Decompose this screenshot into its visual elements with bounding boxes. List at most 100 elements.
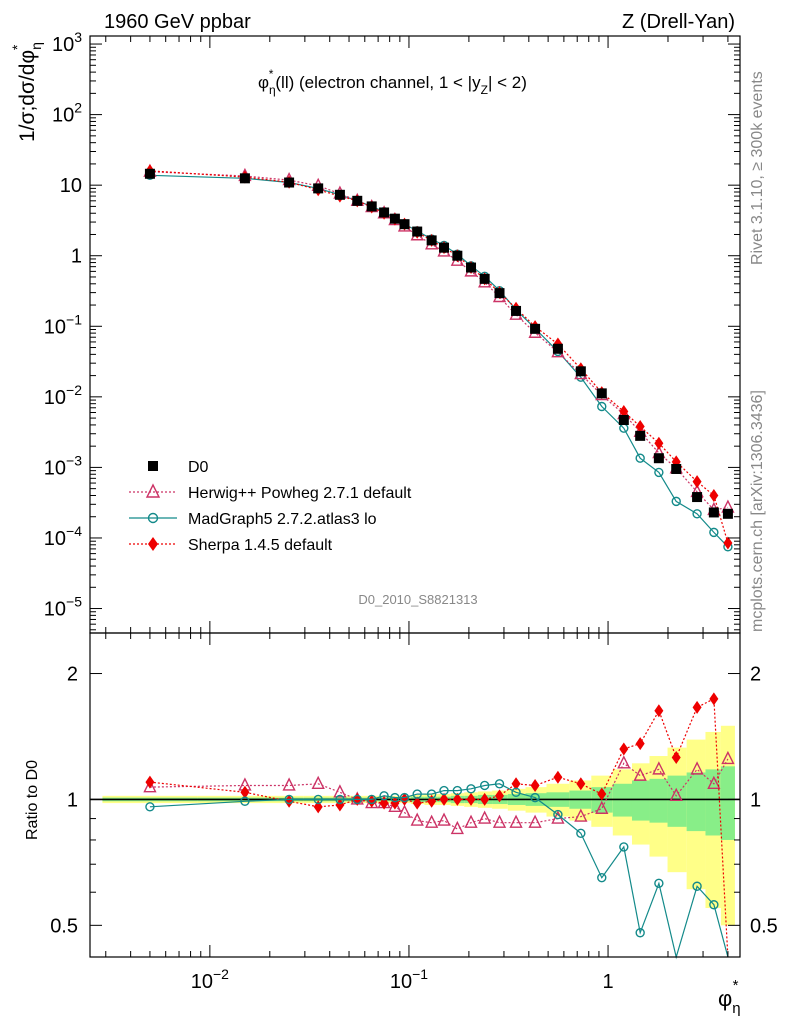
ratio-point-herwig bbox=[574, 808, 588, 822]
x-tick-base: 1 bbox=[602, 971, 613, 993]
ratio-point-herwig bbox=[282, 777, 296, 791]
x-tick-label: 1 bbox=[602, 971, 613, 993]
header-process-label: Z (Drell-Yan) bbox=[622, 11, 735, 33]
data-point-d0 bbox=[511, 305, 522, 316]
ratio-point-herwig bbox=[528, 814, 542, 828]
ratio-point-madgraph bbox=[313, 794, 323, 805]
ratio-line-herwig bbox=[149, 758, 729, 830]
ratio-point-madgraph bbox=[399, 792, 410, 803]
plot-title-sub: η bbox=[269, 83, 276, 97]
ratio-point-herwig bbox=[397, 804, 412, 818]
ratio-point-herwig bbox=[425, 814, 439, 828]
data-point-d0 bbox=[379, 207, 390, 218]
ratio-tick-label-right: 2 bbox=[750, 664, 761, 686]
y-tick-label: 10−2 bbox=[44, 382, 82, 409]
ratio-point-madgraph bbox=[352, 794, 362, 805]
ratio-point-madgraph bbox=[390, 792, 400, 803]
data-point-d0 bbox=[313, 183, 324, 194]
ratio-point-herwig bbox=[143, 779, 157, 793]
ylabel-main-sub: η bbox=[28, 42, 44, 50]
y-tick-label: 10−5 bbox=[44, 594, 82, 621]
legend-entry-sherpa: Sherpa 1.4.5 default bbox=[129, 537, 333, 554]
data-point-d0 bbox=[144, 168, 155, 179]
ratio-point-madgraph bbox=[335, 794, 345, 805]
ratio-panel-frame bbox=[89, 632, 741, 958]
ratio-point-madgraph bbox=[466, 784, 476, 794]
legend-label-herwig: Herwig++ Powheg 2.7.1 default bbox=[188, 485, 412, 502]
ratio-point-sherpa bbox=[692, 700, 702, 714]
band-inner bbox=[631, 780, 650, 821]
plot-title-phi: φ bbox=[258, 73, 269, 92]
ratio-point-sherpa bbox=[576, 777, 586, 791]
ratio-point-herwig bbox=[437, 812, 451, 826]
y-tick-base: 10 bbox=[44, 599, 66, 621]
svg-text:φη*: φη * bbox=[718, 977, 741, 1017]
ratio-point-herwig bbox=[311, 775, 325, 789]
ratio-point-sherpa bbox=[412, 796, 422, 810]
data-point-d0 bbox=[439, 242, 450, 253]
data-point-d0 bbox=[479, 273, 490, 284]
data-point-d0 bbox=[618, 414, 629, 425]
legend-marker-madgraph bbox=[147, 512, 159, 524]
xlabel-sub: η bbox=[732, 1000, 740, 1017]
ratio-point-herwig bbox=[595, 800, 609, 814]
ratio-point-sherpa bbox=[635, 737, 645, 751]
svg-text:φη*(ll) (electron channel, 1 <: φη * (ll) (electron channel, 1 < |yZ| < 2) bbox=[258, 67, 527, 97]
ratio-point-madgraph bbox=[654, 878, 664, 889]
legend: D0 Herwig++ Powheg 2.7.1 default MadGraph5… bbox=[129, 459, 412, 554]
ratio-point-madgraph bbox=[367, 794, 377, 805]
data-point-d0 bbox=[692, 492, 703, 503]
ratio-point-madgraph bbox=[494, 779, 505, 789]
ratio-point-herwig bbox=[690, 761, 704, 775]
side-url-label: mcplots.cern.ch [arXiv:1306.3436] bbox=[749, 390, 766, 632]
y-tick-base: 10 bbox=[44, 528, 66, 550]
side-rivet-label: Rivet 3.1.10, ≥ 300k events bbox=[749, 71, 766, 265]
ratio-point-sherpa bbox=[654, 704, 664, 718]
ratio-panel-series bbox=[143, 692, 735, 960]
ratio-point-sherpa bbox=[709, 692, 719, 706]
y-tick-base: 10 bbox=[44, 387, 66, 409]
data-point-madgraph bbox=[671, 496, 681, 507]
ratio-point-herwig bbox=[464, 814, 478, 828]
data-point-madgraph bbox=[635, 453, 645, 463]
x-axis-label: φη * bbox=[718, 977, 741, 1017]
legend-label-sherpa: Sherpa 1.4.5 default bbox=[188, 537, 333, 554]
analysis-id-label: D0_2010_S8821313 bbox=[358, 592, 477, 607]
y-tick-exp: 3 bbox=[74, 29, 82, 45]
data-point-d0 bbox=[466, 262, 477, 273]
ratio-point-madgraph bbox=[553, 809, 563, 820]
ratio-tick-label-left: 1 bbox=[67, 789, 78, 811]
ratio-point-herwig bbox=[652, 761, 666, 775]
ratio-y-axis-label: Ratio to D0 bbox=[24, 760, 41, 840]
ratio-point-sherpa bbox=[145, 775, 155, 789]
ratio-point-madgraph bbox=[597, 872, 607, 883]
ratio-point-madgraph bbox=[452, 785, 463, 796]
ratio-point-madgraph bbox=[439, 785, 449, 796]
data-point-d0 bbox=[426, 235, 437, 246]
ratio-point-sherpa bbox=[313, 800, 323, 814]
data-point-d0 bbox=[239, 173, 250, 184]
data-point-d0 bbox=[653, 453, 664, 464]
series-line-sherpa bbox=[149, 170, 729, 544]
data-point-d0 bbox=[452, 250, 463, 261]
data-point-d0 bbox=[708, 507, 719, 518]
ratio-point-madgraph bbox=[379, 791, 389, 801]
y-tick-label: 10−4 bbox=[44, 523, 82, 550]
data-point-d0 bbox=[334, 189, 345, 200]
data-point-d0 bbox=[722, 508, 733, 519]
y-tick-base: 10 bbox=[52, 105, 74, 127]
plot-title-rest: (ll) (electron channel, 1 < |y bbox=[275, 73, 481, 92]
ratio-point-sherpa bbox=[452, 792, 462, 806]
main-y-axis-label: 1/σ;dσ/dφη* bbox=[9, 42, 44, 142]
x-tick-label: 10−1 bbox=[390, 966, 428, 993]
ratio-point-madgraph bbox=[145, 802, 155, 812]
panel-frames bbox=[89, 35, 741, 958]
y-tick-exp: 2 bbox=[74, 100, 82, 116]
ratio-point-sherpa bbox=[553, 770, 563, 784]
x-tick-exp: −1 bbox=[412, 966, 428, 982]
legend-marker-herwig bbox=[145, 483, 161, 498]
y-tick-base: 1 bbox=[71, 246, 82, 268]
ratio-point-herwig bbox=[617, 755, 631, 769]
ratio-point-sherpa bbox=[530, 778, 540, 792]
